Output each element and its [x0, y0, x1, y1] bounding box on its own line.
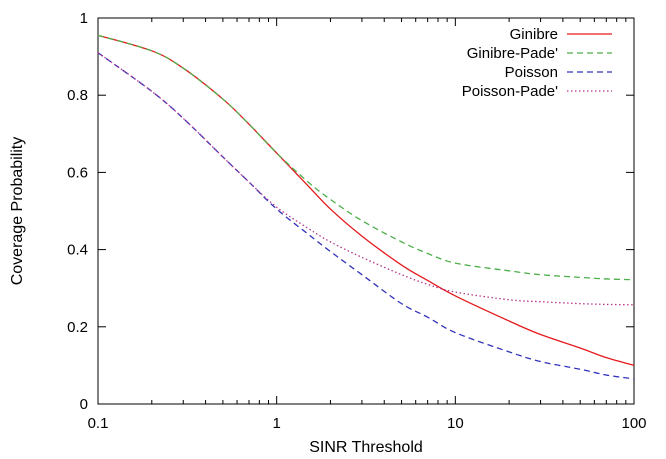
y-tick-label: 0 [80, 396, 88, 413]
legend-label: Poisson-Pade' [462, 83, 558, 100]
legend: Ginibre Ginibre-Pade' Poisson Poisson-Pade' [462, 26, 612, 100]
plot-frame [97, 17, 635, 405]
x-tick-label: 10 [447, 415, 464, 432]
legend-label: Ginibre-Pade' [467, 45, 558, 62]
series-line-4 [97, 52, 635, 306]
x-tick-label: 100 [621, 415, 646, 432]
y-tick-label: 0.4 [67, 242, 88, 259]
x-axis-label: SINR Threshold [309, 439, 423, 456]
x-tick-label: 1 [272, 415, 280, 432]
series-line-3 [97, 52, 635, 380]
series-layer [97, 34, 635, 380]
axis-ticks: 0.1 1 10 100 0 0.2 0.4 0.6 0.8 1 [67, 10, 646, 432]
series-line-1 [97, 34, 635, 367]
legend-label: Poisson [505, 64, 558, 81]
y-tick-label: 1 [80, 10, 88, 27]
legend-label: Ginibre [510, 26, 558, 43]
y-axis-label: Coverage Probability [9, 137, 26, 286]
y-tick-label: 0.2 [67, 319, 88, 336]
y-tick-label: 0.6 [67, 164, 88, 181]
x-tick-label: 0.1 [88, 415, 109, 432]
y-tick-label: 0.8 [67, 87, 88, 104]
